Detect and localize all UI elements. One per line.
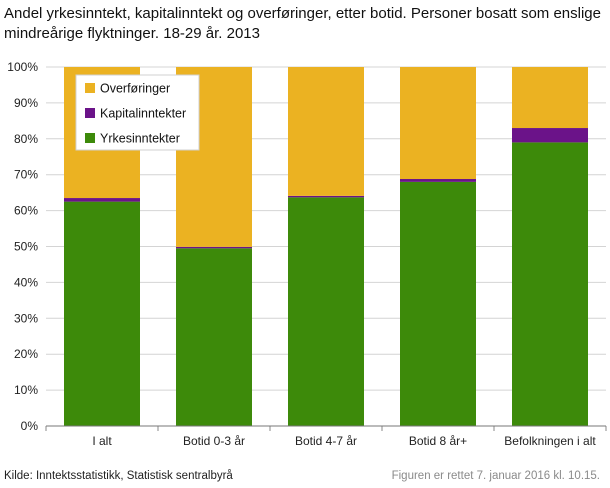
bar-overføringer-2: [288, 67, 364, 196]
x-tick-label: Botid 0-3 år: [183, 434, 245, 448]
bar-yrkesinntekter-3: [400, 181, 476, 426]
y-tick-label: 80%: [14, 132, 38, 146]
y-tick-label: 70%: [14, 168, 38, 182]
bar-kapitalinntekter-3: [400, 179, 476, 182]
y-tick-label: 40%: [14, 275, 38, 289]
legend-swatch-kapitalinntekter: [85, 108, 95, 118]
y-tick-label: 20%: [14, 347, 38, 361]
legend-swatch-yrkesinntekter: [85, 133, 95, 143]
y-tick-label: 50%: [14, 240, 38, 254]
bar-kapitalinntekter-1: [176, 246, 252, 249]
x-tick-label: Botid 4-7 år: [295, 434, 357, 448]
correction-note: Figuren er rettet 7. januar 2016 kl. 10.…: [391, 470, 600, 482]
legend-box: [75, 74, 200, 151]
x-tick-label: Botid 8 år+: [409, 434, 467, 448]
bar-yrkesinntekter-2: [288, 197, 364, 426]
y-tick-label: 30%: [14, 311, 38, 325]
bar-yrkesinntekter-4: [512, 142, 588, 426]
bar-overføringer-4: [512, 67, 588, 129]
x-tick-label: Befolkningen i alt: [504, 434, 596, 448]
y-tick-label: 100%: [7, 60, 38, 74]
bar-kapitalinntekter-2: [288, 195, 364, 198]
y-tick-label: 0%: [21, 419, 39, 433]
y-tick-label: 60%: [14, 204, 38, 218]
chart-title: Andel yrkesinntekt, kapitalinntekt og ov…: [4, 5, 601, 42]
bar-kapitalinntekter-4: [512, 128, 588, 143]
legend-label-kapitalinntekter: Kapitalinntekter: [100, 107, 186, 121]
legend-label-overføringer: Overføringer: [100, 82, 170, 96]
legend-swatch-overføringer: [85, 83, 95, 93]
bar-yrkesinntekter-0: [64, 201, 140, 426]
y-tick-label: 90%: [14, 96, 38, 110]
x-tick-label: I alt: [92, 434, 112, 448]
legend-label-yrkesinntekter: Yrkesinntekter: [100, 132, 180, 146]
y-tick-label: 10%: [14, 383, 38, 397]
bar-kapitalinntekter-0: [64, 198, 140, 202]
bar-overføringer-3: [400, 67, 476, 180]
source-note: Kilde: Inntektsstatistikk, Statistisk se…: [4, 470, 233, 482]
bar-yrkesinntekter-1: [176, 248, 252, 426]
